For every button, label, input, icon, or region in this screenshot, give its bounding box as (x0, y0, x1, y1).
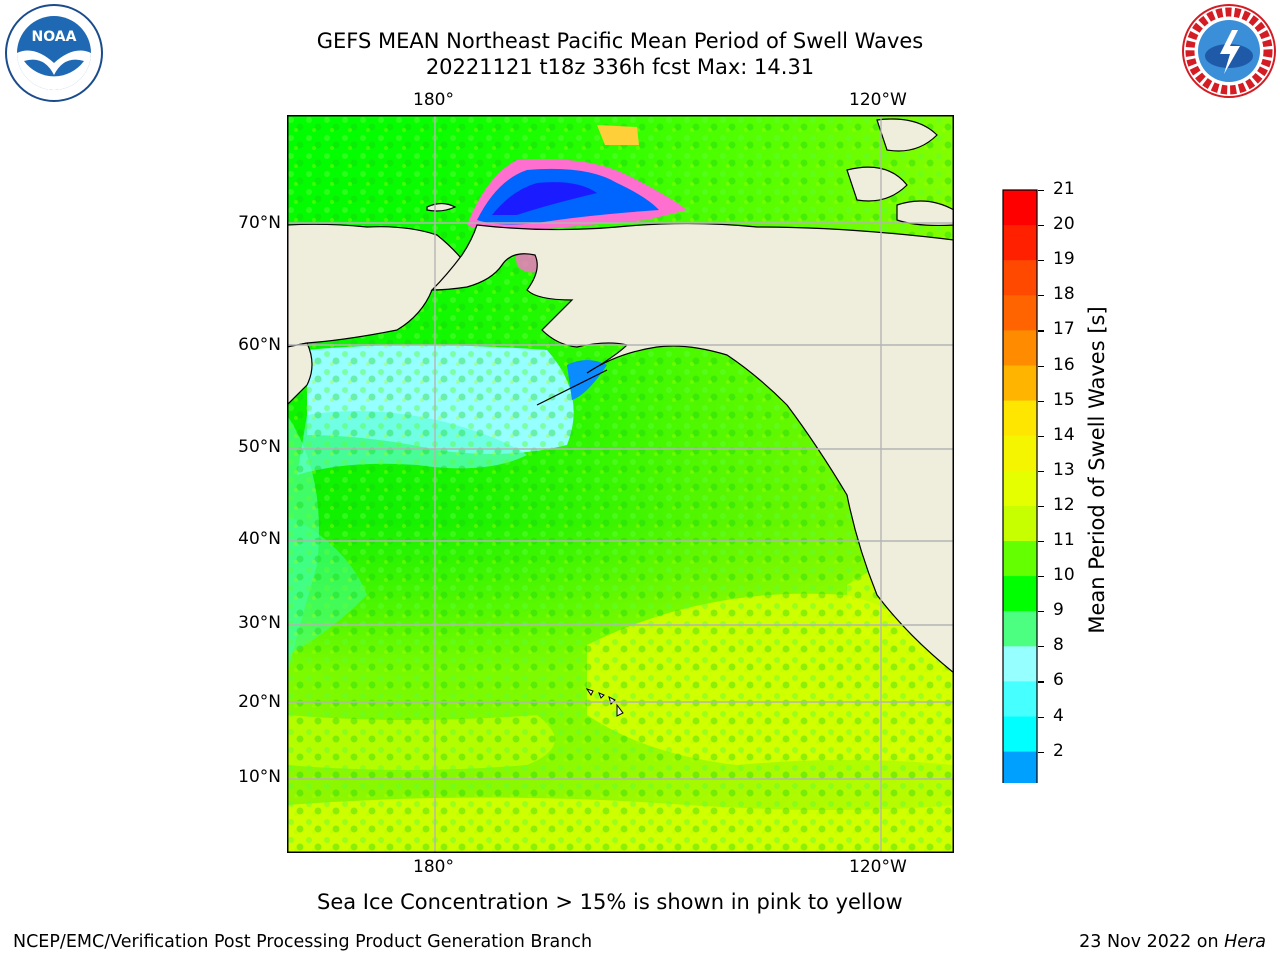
colorbar-tick-label: 8 (1053, 635, 1064, 656)
chart-subtitle: 20221121 t18z 336h fcst Max: 14.31 (425, 55, 815, 79)
colorbar-tick-mark (1038, 435, 1044, 437)
land-kamchatka (287, 342, 313, 406)
lat-label-60n: 60°N (238, 335, 281, 355)
colorbar-tick-label: 21 (1053, 179, 1075, 199)
colorbar-tick-label: 19 (1053, 249, 1075, 270)
lat-label-20n: 20°N (238, 692, 281, 712)
land-arctic-islands (846, 166, 908, 202)
footer-date: 23 Nov 2022 on Hera (1079, 932, 1266, 952)
bottom-lon-label-180: 180° (413, 857, 454, 877)
colorbar-tick-mark (1038, 190, 1044, 192)
colorbar-swatch (1003, 470, 1037, 507)
colorbar-tick-mark (1038, 400, 1044, 402)
lat-label-10n: 10°N (238, 767, 281, 787)
graticule (287, 115, 954, 853)
colorbar-swatch (1003, 190, 1037, 226)
colorbar-swatch (1003, 716, 1037, 753)
top-lon-label-120w: 120°W (849, 90, 907, 110)
colorbar-tick-mark (1038, 225, 1044, 227)
swell-period-map (287, 115, 954, 853)
lat-label-70n: 70°N (238, 213, 281, 233)
lat-label-30n: 30°N (238, 613, 281, 633)
colorbar-tick-label: 17 (1053, 319, 1075, 340)
sea-ice-caption: Sea Ice Concentration > 15% is shown in … (317, 890, 903, 914)
colorbar-tick-mark (1038, 365, 1044, 367)
colorbar-tick-label: 9 (1053, 600, 1064, 621)
footer-host: Hera (1224, 932, 1266, 952)
colorbar-tick-mark (1038, 716, 1044, 718)
colorbar-tick-mark (1038, 505, 1044, 508)
colorbar-swatch (1003, 751, 1037, 788)
colorbar (1002, 188, 1038, 851)
colorbar-tick-mark (1038, 470, 1044, 472)
lat-label-40n: 40°N (238, 529, 281, 549)
lat-label-50n: 50°N (238, 437, 281, 457)
colorbar-tick-label: 11 (1053, 530, 1075, 550)
footer-credit: NCEP/EMC/Verification Post Processing Pr… (13, 932, 593, 952)
colorbar-tick-label: 4 (1053, 705, 1064, 726)
colorbar-tick-label: 18 (1053, 284, 1075, 305)
colorbar-swatch (1003, 681, 1037, 717)
colorbar-tick-mark (1038, 576, 1044, 578)
noaa-logo-text: NOAA (32, 29, 77, 45)
colorbar-swatch (1003, 505, 1037, 542)
colorbar-swatch (1003, 541, 1037, 577)
colorbar-swatch (1003, 400, 1037, 437)
bottom-lon-label-120w: 120°W (849, 857, 907, 877)
colorbar-tick-label: 6 (1053, 670, 1064, 691)
colorbar-swatch (1003, 330, 1037, 366)
colorbar-tick-label: 10 (1053, 565, 1075, 586)
colorbar-tick-mark (1038, 646, 1044, 648)
colorbar-tick-mark (1038, 751, 1044, 753)
colorbar-label: Mean Period of Swell Waves [s] (1085, 306, 1109, 634)
colorbar-swatch (1003, 576, 1037, 612)
colorbar-tick-mark (1038, 295, 1044, 297)
colorbar-swatch (1003, 435, 1037, 472)
colorbar-tick-mark (1038, 260, 1044, 262)
chart-title: GEFS MEAN Northeast Pacific Mean Period … (316, 29, 924, 53)
land-hawaii (585, 688, 624, 717)
colorbar-tick-label: 2 (1053, 740, 1064, 761)
colorbar-swatch (1003, 225, 1037, 261)
colorbar-tick-label: 20 (1053, 214, 1075, 235)
noaa-logo: NOAA (4, 3, 104, 103)
top-lon-label-180: 180° (413, 90, 454, 110)
nws-logo (1180, 2, 1278, 100)
colorbar-tick-mark (1038, 611, 1044, 613)
colorbar-tick-label: 12 (1053, 494, 1075, 515)
colorbar-swatch (1003, 260, 1037, 296)
colorbar-tick-mark (1038, 541, 1044, 543)
colorbar-tick-label: 16 (1053, 354, 1075, 375)
colorbar-tick-label: 13 (1053, 459, 1075, 480)
colorbar-swatch (1003, 365, 1037, 402)
footer-date-text: 23 Nov 2022 on (1079, 932, 1225, 952)
land-alaska (430, 222, 954, 674)
colorbar-tick-mark (1038, 681, 1044, 683)
colorbar-tick-label: 14 (1053, 424, 1075, 445)
colorbar-swatch (1003, 295, 1037, 331)
colorbar-swatch (1003, 611, 1037, 647)
colorbar-tick-mark (1038, 330, 1044, 332)
colorbar-tick-label: 15 (1053, 389, 1075, 410)
colorbar-swatch (1003, 646, 1037, 682)
